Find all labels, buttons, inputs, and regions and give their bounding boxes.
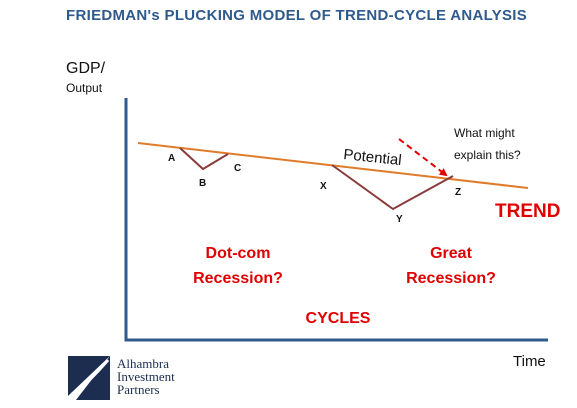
great-recession-label-line-1: Great bbox=[430, 245, 472, 262]
point-label-c: C bbox=[234, 163, 241, 174]
question-line-1: What might bbox=[454, 126, 515, 140]
potential-label: Potential bbox=[343, 146, 403, 169]
point-label-a: A bbox=[168, 153, 175, 164]
cycles-label: CYCLES bbox=[306, 310, 371, 327]
trend-label: TREND bbox=[495, 201, 560, 222]
point-label-y: Y bbox=[396, 214, 403, 225]
x-axis-label: Time bbox=[513, 353, 546, 370]
diagram-title: FRIEDMAN's PLUCKING MODEL OF TREND-CYCLE… bbox=[66, 7, 528, 24]
logo-line-2: Investment bbox=[117, 369, 175, 384]
logo-line-1: Alhambra bbox=[117, 356, 169, 371]
logo-wordmark: Alhambra Investment Partners bbox=[117, 357, 175, 396]
dotcom-label-line-2: Recession? bbox=[193, 270, 283, 287]
question-line-2: explain this? bbox=[454, 148, 521, 162]
question-arrow bbox=[398, 138, 448, 177]
point-label-b: B bbox=[199, 178, 206, 189]
great-recession-cycle-line bbox=[331, 164, 454, 211]
y-axis-sublabel: Output bbox=[66, 81, 103, 95]
logo-line-3: Partners bbox=[117, 382, 160, 397]
point-label-z: Z bbox=[455, 187, 461, 198]
dotcom-label-line-1: Dot-com bbox=[206, 245, 271, 262]
point-label-x: X bbox=[320, 181, 327, 192]
alhambra-logo-mark bbox=[68, 356, 110, 400]
great-recession-label-line-2: Recession? bbox=[406, 270, 496, 287]
dotcom-cycle-line bbox=[179, 147, 229, 171]
y-axis-label: GDP/ bbox=[66, 60, 106, 77]
